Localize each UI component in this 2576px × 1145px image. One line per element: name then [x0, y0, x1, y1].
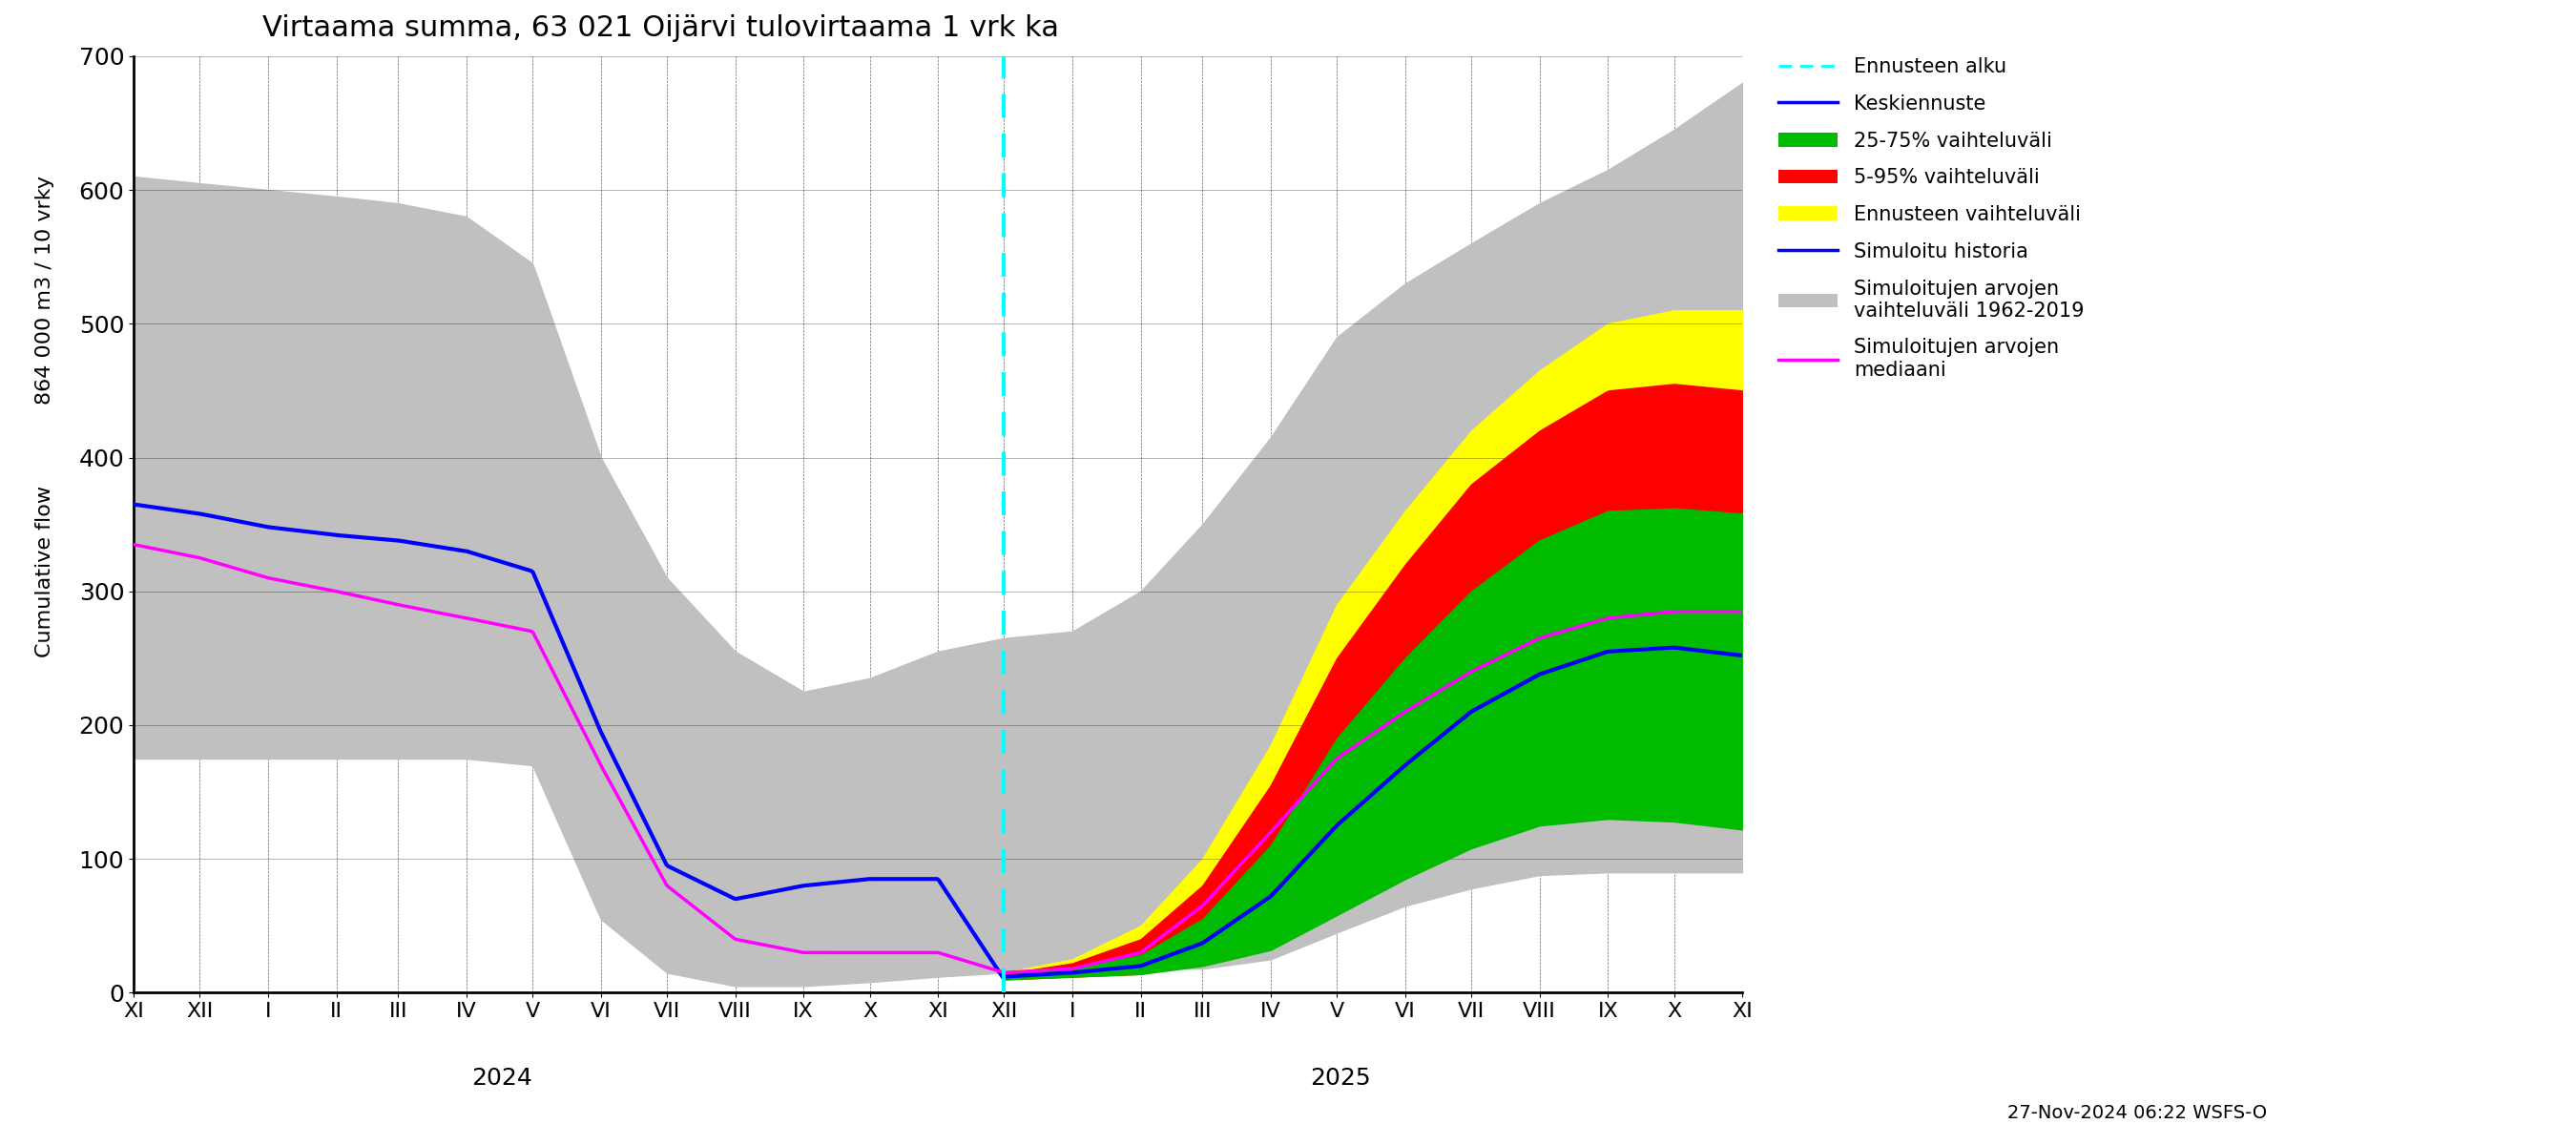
- Text: 864 000 m3 / 10 vrky: 864 000 m3 / 10 vrky: [36, 176, 54, 405]
- Text: 2024: 2024: [471, 1066, 533, 1089]
- Text: 27-Nov-2024 06:22 WSFS-O: 27-Nov-2024 06:22 WSFS-O: [2007, 1104, 2267, 1122]
- Text: Cumulative flow: Cumulative flow: [36, 485, 54, 657]
- Text: 2025: 2025: [1309, 1066, 1370, 1089]
- Text: Virtaama summa, 63 021 Oijärvi tulovirtaama 1 vrk ka: Virtaama summa, 63 021 Oijärvi tulovirta…: [263, 14, 1059, 42]
- Legend: Ennusteen alku, Keskiennuste, 25-75% vaihteluväli, 5-95% vaihteluväli, Ennusteen: Ennusteen alku, Keskiennuste, 25-75% vai…: [1767, 47, 2094, 389]
